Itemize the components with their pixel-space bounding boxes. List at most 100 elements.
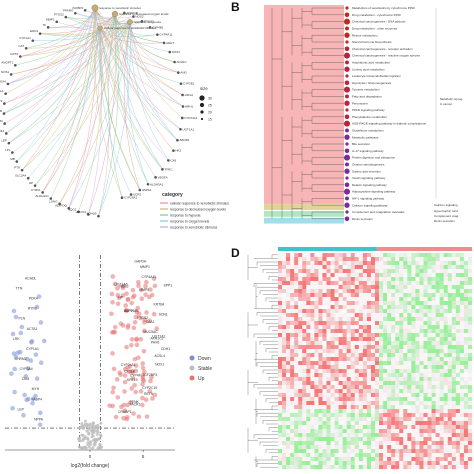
heatmap-cell <box>383 461 388 466</box>
heatmap-cell <box>362 421 368 426</box>
heatmap-cell <box>391 289 396 294</box>
pathway-label: Calcium signaling pathway <box>352 203 388 207</box>
heatmap-cell <box>443 449 448 454</box>
pathway-dot <box>345 94 349 99</box>
heatmap-cell <box>362 329 368 334</box>
down-point <box>10 331 16 337</box>
up-point <box>143 292 148 298</box>
heatmap-cell <box>290 377 295 382</box>
heatmap-cell <box>330 333 335 338</box>
pathway-label: Adipocytokine signaling pathway <box>352 190 396 194</box>
heatmap-cell <box>375 441 380 446</box>
down-point <box>36 294 42 299</box>
heatmap-cell <box>338 389 343 394</box>
heatmap-cell <box>391 369 396 374</box>
heatmap-cell <box>447 361 452 366</box>
heatmap-cell <box>290 273 295 278</box>
heatmap-cell <box>431 397 436 402</box>
heatmap-cell <box>330 465 335 470</box>
heatmap-cell <box>278 361 283 366</box>
heatmap-cell <box>350 265 355 270</box>
pathway-label: Steroid hormone biosynthesis <box>352 40 392 44</box>
heatmap-cell <box>467 425 473 430</box>
heatmap-cell <box>282 333 287 338</box>
heatmap-cell <box>298 277 303 282</box>
category-node-label: response to hypoxia <box>134 20 161 24</box>
heatmap-cell <box>451 437 456 442</box>
heatmap-cell <box>459 373 465 378</box>
heatmap-cell <box>298 313 303 318</box>
heatmap-cell <box>467 405 473 410</box>
heatmap-cell <box>362 305 368 310</box>
heatmap-cell <box>346 365 351 370</box>
gene-label: LONG <box>49 199 58 203</box>
heatmap-cell <box>282 253 287 258</box>
heatmap-cell <box>362 445 368 450</box>
stable-point <box>90 429 94 433</box>
heatmap-cell <box>423 433 428 438</box>
heatmap-cell <box>423 445 428 450</box>
heatmap-cell <box>419 369 424 374</box>
gene-label: HK2 <box>175 149 181 153</box>
heatmap-cell <box>318 269 323 274</box>
heatmap-cell <box>310 261 315 266</box>
network-edge <box>99 27 179 73</box>
heatmap-cell <box>322 273 327 278</box>
heatmap-cell <box>395 393 400 398</box>
heatmap-cell <box>342 385 347 390</box>
gene-label: LEP <box>1 139 7 143</box>
heatmap-cell <box>467 309 473 314</box>
heatmap-cell <box>391 349 396 354</box>
heatmap-cell <box>282 461 287 466</box>
heatmap-cell <box>399 373 404 378</box>
heatmap-cell <box>314 285 319 290</box>
heatmap-cell <box>302 357 307 362</box>
heatmap-cell <box>338 253 343 258</box>
heatmap-cell <box>362 333 368 338</box>
heatmap-cell <box>334 337 339 342</box>
heatmap-cell <box>278 325 283 330</box>
heatmap-cell <box>459 433 465 438</box>
heatmap-cell <box>415 421 420 426</box>
heatmap-cell <box>399 361 404 366</box>
heatmap-cell <box>326 301 331 306</box>
heatmap-cell <box>306 349 311 354</box>
heatmap-cell <box>447 381 452 386</box>
heatmap-cell <box>342 429 347 434</box>
heatmap-cell <box>326 401 331 406</box>
heatmap-cell <box>399 449 404 454</box>
heatmap-cell <box>290 285 295 290</box>
heatmap-cell <box>342 329 347 334</box>
heatmap-cell <box>278 417 283 422</box>
heatmap-cell <box>322 425 327 430</box>
heatmap-cell <box>395 389 400 394</box>
heatmap-cell <box>322 413 327 418</box>
heatmap-cell <box>407 349 412 354</box>
heatmap-cell <box>334 405 339 410</box>
heatmap-cell <box>375 333 380 338</box>
heatmap-cell <box>286 353 291 358</box>
up-point <box>133 363 139 368</box>
stable-point <box>85 429 89 433</box>
heatmap-cell <box>330 377 335 382</box>
heatmap-cell <box>350 405 355 410</box>
heatmap-cell <box>298 405 303 410</box>
heatmap-cell <box>411 465 416 470</box>
heatmap-cell <box>334 321 339 326</box>
heatmap-cell <box>358 289 364 294</box>
heatmap-cell <box>391 253 396 258</box>
heatmap-cell <box>370 265 376 270</box>
heatmap-cell <box>435 453 440 458</box>
heatmap-cell <box>459 361 465 366</box>
heatmap-cell <box>467 409 473 414</box>
heatmap-cell <box>354 365 359 370</box>
up-point <box>148 287 153 292</box>
heatmap-cell <box>366 413 372 418</box>
heatmap-cell <box>435 377 440 382</box>
heatmap-cell <box>423 365 428 370</box>
heatmap-cell <box>298 381 303 386</box>
heatmap-cell <box>282 437 287 442</box>
heatmap-cell <box>431 325 436 330</box>
heatmap-cell <box>463 441 469 446</box>
heatmap-cell <box>310 341 315 346</box>
